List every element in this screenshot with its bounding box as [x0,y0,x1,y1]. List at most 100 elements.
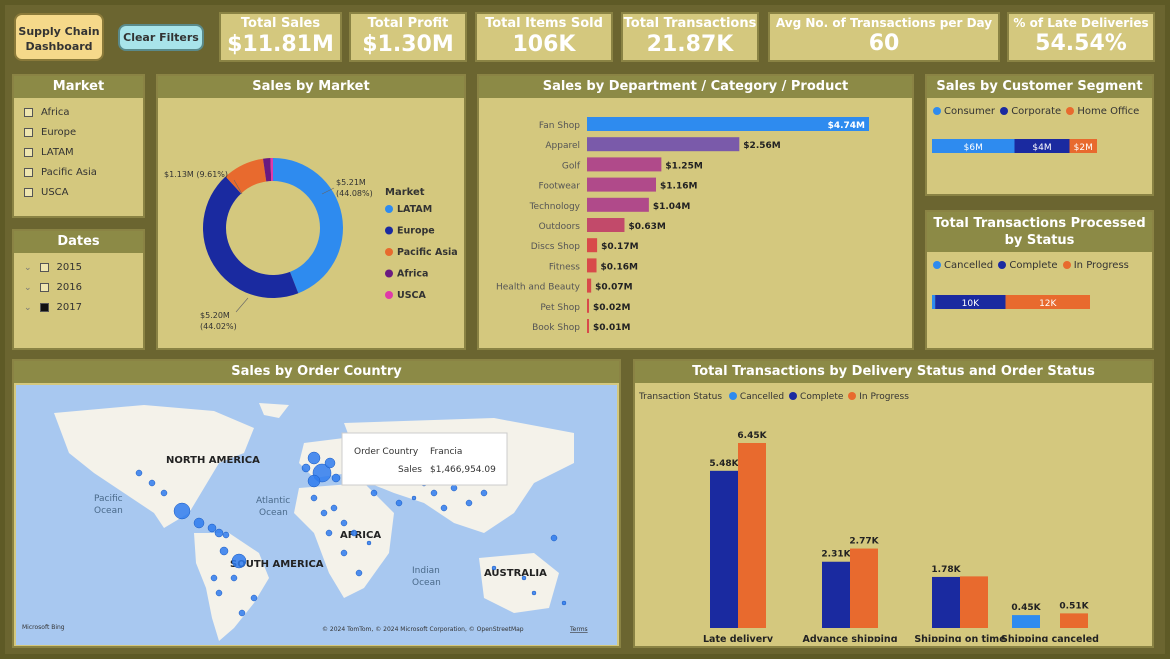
status-bar[interactable] [1005,295,1090,309]
checkbox[interactable] [24,188,33,197]
country-bubble[interactable] [550,534,558,542]
bar[interactable] [587,177,657,192]
checkbox[interactable] [39,303,49,312]
date-option[interactable]: ⌄ 2016 [24,282,143,293]
bar[interactable] [587,157,662,172]
pie-slice-usca[interactable] [270,158,273,182]
legend-complete[interactable]: Complete [787,392,843,402]
country-bubble[interactable] [193,517,205,529]
pie-legend-item[interactable]: Africa [397,269,428,280]
chevron-down-icon[interactable]: ⌄ [24,282,32,293]
country-bubble[interactable] [320,509,328,517]
checkbox[interactable] [24,168,33,177]
legend-cancelled[interactable]: Cancelled [728,392,784,402]
dashboard-button[interactable]: Supply Chain Dashboard [14,13,104,61]
status-bar[interactable] [932,295,936,309]
country-bubble[interactable] [222,531,230,539]
country-bubble[interactable] [370,489,378,497]
country-bubble[interactable] [430,489,438,497]
delivery-bar[interactable] [822,561,850,628]
country-bubble[interactable] [135,469,143,477]
country-bubble[interactable] [395,499,403,507]
market-option[interactable]: Africa [24,107,143,118]
delivery-bar[interactable] [850,548,878,628]
legend-in-progress[interactable]: In Progress [846,392,909,402]
legend-home-office[interactable]: Home Office [1064,106,1139,117]
country-bubble[interactable] [230,574,238,582]
bar[interactable] [587,117,869,131]
checkbox[interactable] [39,263,49,272]
chevron-down-icon[interactable]: ⌄ [24,302,32,313]
bar[interactable] [587,218,625,232]
pie-slice-africa[interactable] [262,158,272,182]
country-bubble[interactable] [480,489,488,497]
pie-legend-item[interactable]: Pacific Asia [397,247,458,258]
country-bubble[interactable] [450,484,458,492]
country-bubble[interactable] [561,600,567,606]
bar[interactable] [587,258,597,273]
country-bubble[interactable] [440,504,448,512]
delivery-bar[interactable] [1012,615,1040,628]
country-bubble[interactable] [324,457,336,469]
status-bar[interactable] [935,295,1006,309]
country-bubble[interactable] [340,549,348,557]
country-bubble[interactable] [148,479,156,487]
pie-slice-europe[interactable] [202,176,299,299]
country-bubble[interactable] [210,574,218,582]
delivery-bar[interactable] [710,470,738,628]
country-bubble[interactable] [238,609,246,617]
segment-bar[interactable] [1069,139,1098,153]
checkbox[interactable] [24,128,33,137]
country-bubble[interactable] [355,569,363,577]
delivery-bar[interactable] [1060,613,1088,628]
country-bubble[interactable] [207,523,217,533]
country-bubble[interactable] [411,495,417,501]
bar[interactable] [587,197,649,212]
pie-legend-item[interactable]: USCA [397,290,427,301]
segment-bar[interactable] [932,139,1015,153]
market-option[interactable]: LATAM [24,147,143,158]
country-bubble[interactable] [214,528,224,538]
date-option[interactable]: ⌄ 2015 [24,262,143,273]
country-bubble[interactable] [307,474,321,488]
country-bubble[interactable] [531,590,537,596]
country-bubble[interactable] [330,504,338,512]
bar[interactable] [587,137,740,152]
country-bubble[interactable] [160,489,168,497]
country-bubble[interactable] [465,499,473,507]
pie-legend-item[interactable]: Europe [397,226,435,237]
country-bubble[interactable] [231,553,247,569]
country-bubble[interactable] [366,540,372,546]
legend-corporate[interactable]: Corporate [998,106,1061,117]
clear-filters-button[interactable]: Clear Filters [118,24,204,51]
date-option[interactable]: ⌄ 2017 [24,302,143,313]
chevron-down-icon[interactable]: ⌄ [24,262,32,273]
country-bubble[interactable] [307,451,321,465]
delivery-bar[interactable] [738,443,766,628]
bar[interactable] [587,278,592,293]
country-bubble[interactable] [219,546,229,556]
pie-slice-pacific-asia[interactable] [225,158,267,194]
bar[interactable] [587,298,589,313]
country-bubble[interactable] [301,463,311,473]
market-option[interactable]: Europe [24,127,143,138]
country-bubble[interactable] [331,473,341,483]
pie-legend-item[interactable]: LATAM [397,204,432,215]
map-terms-link[interactable]: Terms [569,626,588,633]
country-bubble[interactable] [310,494,318,502]
bar[interactable] [587,238,598,253]
legend-cancelled[interactable]: Cancelled [933,260,993,271]
country-bubble[interactable] [521,575,527,581]
world-map[interactable]: NORTH AMERICA SOUTH AMERICA AFRICA AUSTR… [14,383,619,647]
country-bubble[interactable] [215,589,223,597]
checkbox[interactable] [39,283,49,292]
country-bubble[interactable] [340,519,348,527]
segment-bar[interactable] [1014,139,1070,153]
checkbox[interactable] [24,148,33,157]
delivery-bar[interactable] [960,576,988,628]
country-bubble[interactable] [325,529,333,537]
country-bubble[interactable] [350,529,358,537]
legend-in-progress[interactable]: In Progress [1061,260,1129,271]
pie-slice-latam[interactable] [273,158,343,294]
delivery-bar[interactable] [932,576,960,628]
